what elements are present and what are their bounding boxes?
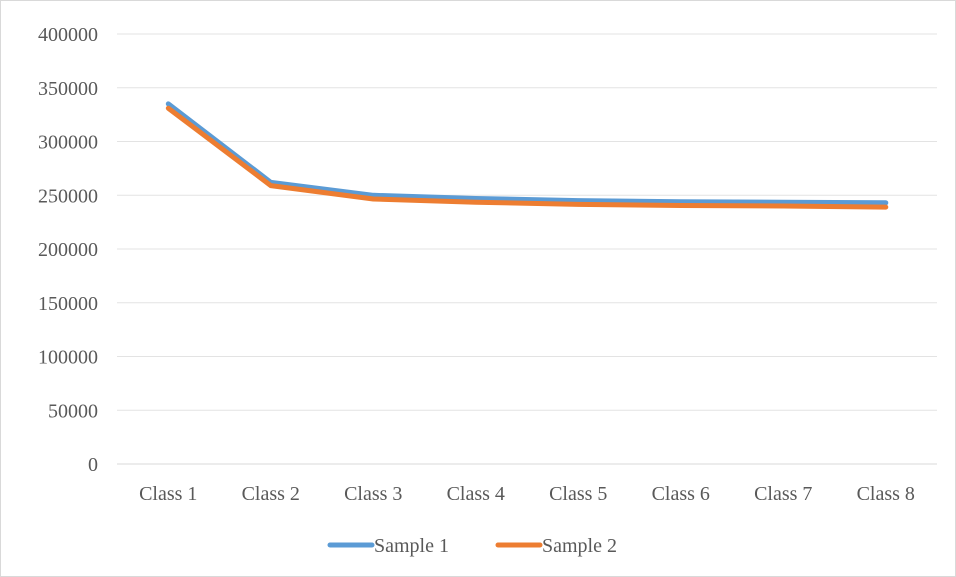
x-tick-label: Class 4	[447, 483, 505, 505]
y-tick-label: 200000	[38, 239, 98, 261]
y-tick-label: 350000	[38, 78, 98, 100]
x-tick-label: Class 1	[139, 483, 197, 505]
x-axis-tick-labels: Class 1 Class 2 Class 3 Class 4 Class 5 Class…	[139, 483, 915, 505]
series-lines	[165, 101, 889, 210]
y-tick-label: 400000	[38, 24, 98, 46]
series-line-1	[165, 101, 889, 206]
y-tick-label: 100000	[38, 347, 98, 369]
x-tick-label: Class 7	[754, 483, 812, 505]
legend-label: Sample 2	[542, 535, 617, 557]
legend-label: Sample 1	[374, 535, 449, 557]
legend: Sample 1 Sample 2	[327, 535, 617, 557]
y-tick-label: 250000	[38, 185, 98, 207]
y-tick-label: 0	[88, 454, 98, 476]
y-tick-label: 150000	[38, 293, 98, 315]
series-line-2	[165, 105, 889, 210]
x-tick-label: Class 6	[652, 483, 710, 505]
y-tick-label: 300000	[38, 132, 98, 154]
x-tick-label: Class 3	[344, 483, 402, 505]
x-tick-label: Class 2	[242, 483, 300, 505]
y-axis-tick-labels: 0 50000 100000 150000 200000 250000 300000 3500…	[38, 24, 98, 476]
x-tick-label: Class 8	[857, 483, 915, 505]
x-tick-label: Class 5	[549, 483, 607, 505]
y-tick-label: 50000	[48, 400, 98, 422]
gridlines	[117, 33, 937, 465]
